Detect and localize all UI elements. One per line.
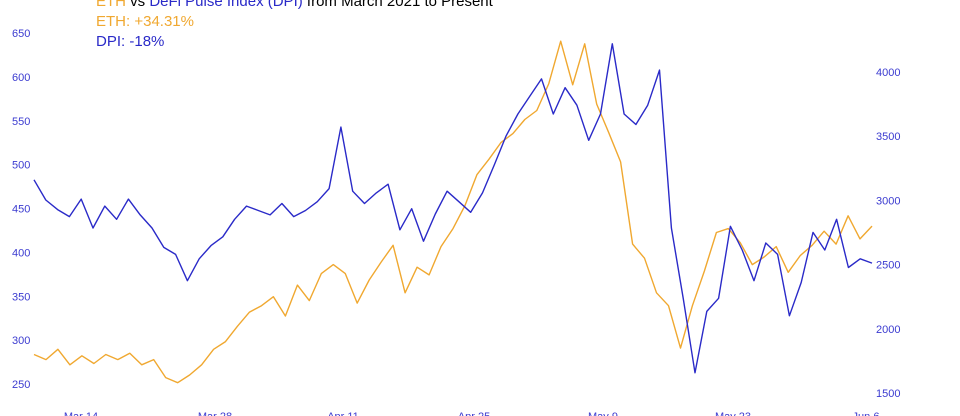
left-axis-tick-label: 300 — [12, 335, 30, 347]
left-axis-tick-label: 350 — [12, 291, 30, 303]
left-axis-tick-label: 600 — [12, 72, 30, 84]
left-axis-tick-label: 450 — [12, 204, 30, 216]
x-axis-tick-label: Mar 28 — [198, 411, 232, 416]
legend-dpi-value: -18% — [129, 33, 165, 50]
x-axis-tick-label: Apr 11 — [327, 411, 359, 416]
chart-title: ETH vs DeFi Pulse Index (DPI) from March… — [96, 0, 493, 12]
right-axis-tick-label: 2000 — [876, 324, 900, 336]
right-axis-tick-label: 4000 — [876, 67, 900, 79]
right-axis-tick-label: 3500 — [876, 131, 900, 143]
left-axis-tick-label: 550 — [12, 116, 30, 128]
right-axis-tick-label: 2500 — [876, 260, 900, 272]
left-axis-tick-label: 250 — [12, 379, 30, 391]
left-axis-tick-label: 400 — [12, 247, 30, 259]
legend-eth-value: +34.31% — [134, 13, 194, 30]
legend-eth-label: ETH: — [96, 13, 131, 30]
eth-series-line — [33, 40, 873, 384]
right-axis-ticks: 1500 2000 2500 3000 3500 4000 — [876, 67, 900, 400]
title-period-part: from March 2021 to Present — [302, 0, 493, 10]
x-axis-tick-label: Jun 6 — [853, 411, 880, 416]
title-eth-part: ETH — [96, 0, 126, 10]
title-vs-part: vs — [126, 0, 150, 10]
x-axis-tick-label: Mar 14 — [64, 411, 98, 416]
x-axis-ticks: Mar 14 Mar 28 Apr 11 Apr 25 May 9 May 23 Jun 6 — [64, 411, 880, 416]
legend-eth: ETH: +34.31% — [96, 12, 493, 32]
legend-dpi-label: DPI: — [96, 33, 126, 50]
x-axis-tick-label: Apr 25 — [458, 411, 490, 416]
left-axis-tick-label: 650 — [12, 28, 30, 40]
chart-legend: ETH vs DeFi Pulse Index (DPI) from March… — [96, 0, 493, 52]
legend-dpi: DPI: -18% — [96, 32, 493, 52]
right-axis-tick-label: 3000 — [876, 195, 900, 207]
dpi-series-line — [33, 43, 873, 374]
title-dpi-part: DeFi Pulse Index (DPI) — [149, 0, 303, 10]
right-axis-tick-label: 1500 — [876, 388, 900, 400]
x-axis-tick-label: May 23 — [715, 411, 751, 416]
left-axis-ticks: 250 300 350 400 450 500 550 600 650 — [12, 28, 30, 391]
x-axis-tick-label: May 9 — [588, 411, 618, 416]
left-axis-tick-label: 500 — [12, 160, 30, 172]
